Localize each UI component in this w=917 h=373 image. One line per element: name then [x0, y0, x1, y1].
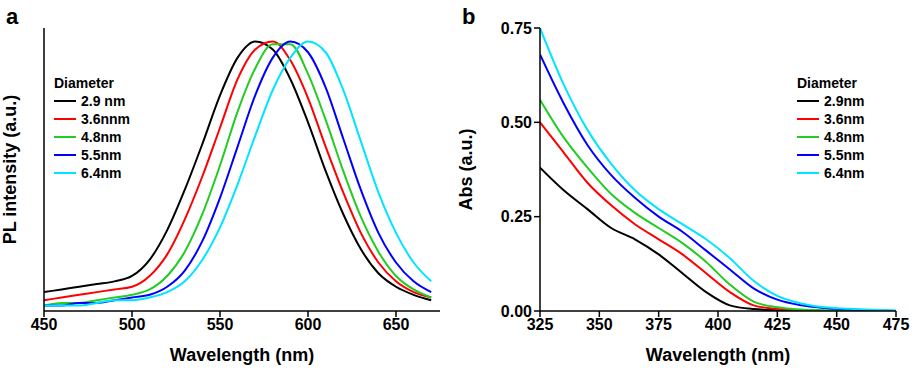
svg-text:Abs (a.u.): Abs (a.u.)	[456, 128, 476, 210]
svg-text:450: 450	[823, 316, 850, 333]
svg-text:Wavelength (nm): Wavelength (nm)	[170, 345, 314, 365]
html-text:5.5nm: 5.5nm	[824, 147, 865, 163]
html-text:5.5nm: 5.5nm	[81, 147, 122, 163]
svg-text:Wavelength (nm): Wavelength (nm)	[646, 345, 790, 365]
html-text:6.4nm: 6.4nm	[81, 165, 122, 181]
svg-text:425: 425	[764, 316, 791, 333]
html-text:2.9nm: 2.9nm	[824, 93, 865, 109]
svg-text:0.25: 0.25	[501, 208, 532, 225]
html-text:2.9 nm: 2.9 nm	[81, 93, 126, 109]
svg-text:650: 650	[383, 316, 410, 333]
html-text:a: a	[6, 4, 19, 29]
svg-text:325: 325	[526, 316, 554, 334]
html-text:3.6nnm: 3.6nnm	[81, 111, 130, 127]
svg-text:350: 350	[586, 316, 613, 333]
html-text:4.8nm: 4.8nm	[824, 129, 865, 145]
svg-text:0.75: 0.75	[501, 20, 532, 37]
html-text:4.8nm: 4.8nm	[81, 129, 122, 145]
svg-text:0.50: 0.50	[501, 114, 532, 131]
html-text:Diameter: Diameter	[54, 75, 114, 91]
html-text:6.4nm: 6.4nm	[824, 165, 865, 181]
html-text:3.6nm: 3.6nm	[824, 111, 865, 127]
svg-text:0.00: 0.00	[501, 303, 532, 320]
svg-text:375: 375	[645, 316, 672, 333]
svg-text:600: 600	[295, 316, 322, 333]
html-text:Diameter: Diameter	[797, 75, 857, 91]
svg-text:400: 400	[705, 316, 732, 333]
svg-text:500: 500	[119, 316, 146, 333]
svg-text:PL intensity (a.u.): PL intensity (a.u.)	[0, 95, 20, 245]
svg-text:475: 475	[883, 316, 910, 333]
svg-text:450: 450	[31, 316, 58, 333]
html-text:b: b	[462, 4, 476, 29]
svg-text:550: 550	[207, 316, 234, 333]
